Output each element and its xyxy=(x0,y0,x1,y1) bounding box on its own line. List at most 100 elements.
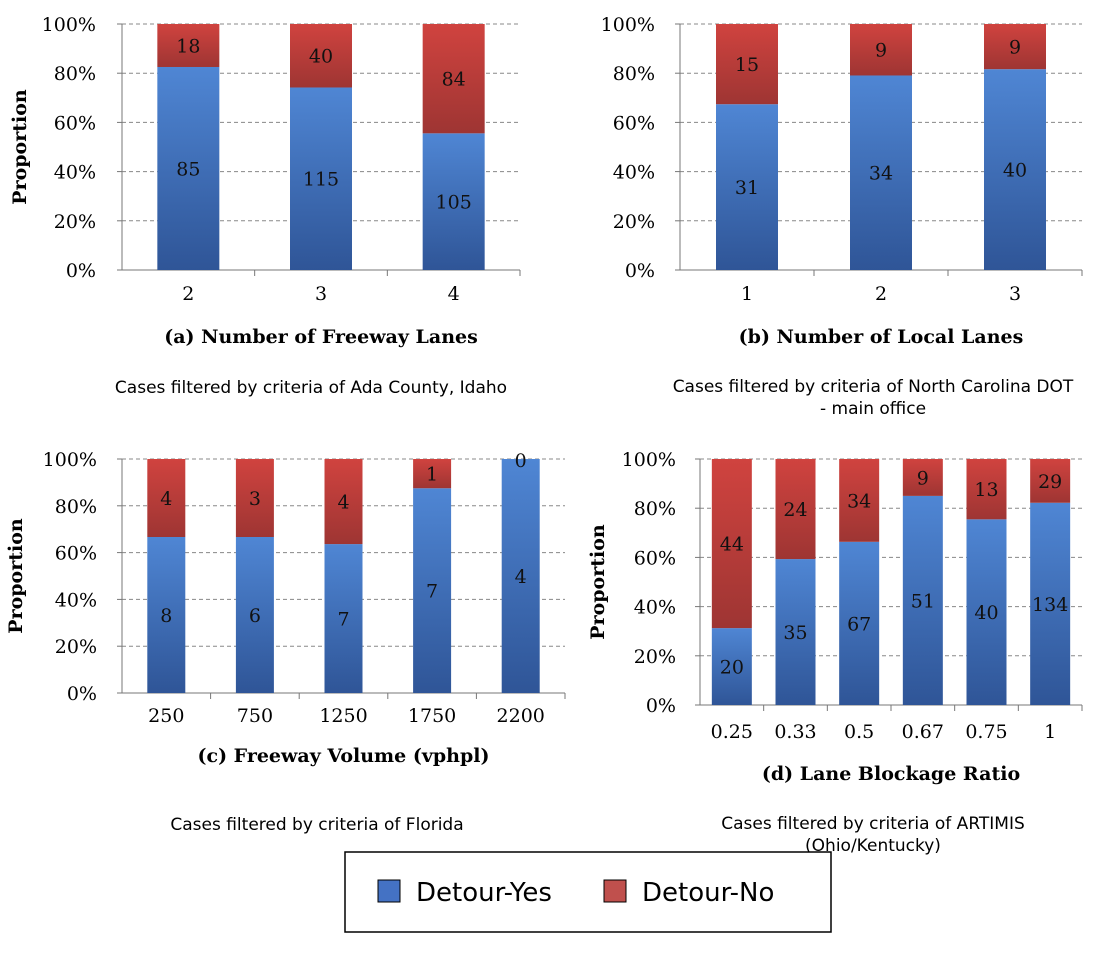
data-label-detour-no: 13 xyxy=(974,479,998,501)
data-label-detour-no: 84 xyxy=(442,69,466,91)
data-label-detour-yes: 115 xyxy=(303,169,339,191)
y-tick-label: 60% xyxy=(55,543,97,565)
y-tick-label: 60% xyxy=(54,112,96,134)
legend: Detour-Yes Detour-No xyxy=(344,851,832,933)
y-tick-label: 40% xyxy=(54,162,96,184)
x-tick-label: 4 xyxy=(448,283,460,305)
data-label-detour-yes: 51 xyxy=(911,590,935,612)
y-tick-label: 80% xyxy=(55,496,97,518)
data-label-detour-no: 34 xyxy=(847,490,871,512)
y-tick-label: 100% xyxy=(622,449,676,471)
bar-detour-yes xyxy=(839,541,880,705)
bar-detour-no xyxy=(716,24,778,105)
y-axis-title: Proportion xyxy=(587,524,609,640)
bar-detour-no xyxy=(157,24,220,67)
x-tick-label: 2 xyxy=(182,283,194,305)
y-tick-label: 0% xyxy=(625,260,655,282)
data-label-detour-yes: 8 xyxy=(160,605,172,627)
chart-panel-d: 0% 20% 40% 60% 80% 100% 20 44 0.25 35 24 0.33 67 34 0.… xyxy=(587,449,1083,856)
y-tick-label: 80% xyxy=(634,498,676,520)
y-tick-label: 60% xyxy=(634,547,676,569)
x-tick-label: 1 xyxy=(1044,721,1056,743)
chart-caption: Cases filtered by criteria of ARTIMIS (Oh… xyxy=(721,814,1025,856)
bar-detour-no xyxy=(422,24,485,134)
bar-detour-yes xyxy=(235,537,274,693)
data-label-detour-no: 9 xyxy=(1009,37,1021,59)
y-axis-title: Proportion xyxy=(9,89,31,205)
chart-caption: Cases filtered by criteria of Florida xyxy=(170,815,463,835)
data-label-detour-no: 1 xyxy=(426,464,438,486)
y-tick-label: 0% xyxy=(66,260,96,282)
legend-label-detour-no: Detour-No xyxy=(642,878,774,908)
bar-detour-yes xyxy=(290,87,352,270)
y-tick-label: 20% xyxy=(613,211,655,233)
y-tick-label: 100% xyxy=(43,449,97,471)
data-label-detour-no: 29 xyxy=(1038,471,1062,493)
data-label-detour-yes: 40 xyxy=(1003,160,1027,182)
chart-panel-a: 0% 20% 40% 60% 80% 100% 85 18 2 115 40 3 105 84 4 Propo… xyxy=(9,14,521,398)
x-tick-label: 1750 xyxy=(408,705,456,727)
bar-detour-yes xyxy=(716,104,778,270)
bar-detour-yes xyxy=(711,628,752,705)
x-tick-label: 0.67 xyxy=(902,721,944,743)
data-label-detour-yes: 34 xyxy=(869,163,893,185)
chart-caption: Cases filtered by criteria of North Caro… xyxy=(673,377,1074,419)
data-label-detour-yes: 7 xyxy=(426,581,438,603)
bar-detour-yes xyxy=(902,495,943,705)
bar-detour-no xyxy=(839,459,880,542)
chart-panel-b: 0% 20% 40% 60% 80% 100% 31 15 1 34 9 2 40 9 3 (b) Numbe… xyxy=(601,14,1083,419)
data-label-detour-yes: 4 xyxy=(515,566,527,588)
bar-detour-yes xyxy=(147,537,186,693)
bar-detour-yes xyxy=(501,459,540,693)
bar-detour-yes xyxy=(413,488,452,693)
bar-detour-no xyxy=(324,459,363,545)
legend-label-detour-yes: Detour-Yes xyxy=(416,878,552,908)
bar-detour-no xyxy=(147,459,186,537)
x-axis-title: (b) Number of Local Lanes xyxy=(739,326,1024,348)
y-tick-label: 0% xyxy=(67,683,97,705)
x-tick-label: 0.25 xyxy=(711,721,753,743)
x-tick-label: 1 xyxy=(741,283,753,305)
x-tick-label: 2 xyxy=(875,283,887,305)
x-tick-label: 3 xyxy=(315,283,327,305)
bar-detour-no xyxy=(902,459,943,496)
data-label-detour-no: 4 xyxy=(337,492,349,514)
data-label-detour-no: 0 xyxy=(515,450,527,472)
data-label-detour-no: 15 xyxy=(735,54,759,76)
legend-swatch-detour-yes xyxy=(377,879,401,903)
bar-detour-yes xyxy=(157,66,220,270)
data-label-detour-no: 24 xyxy=(783,499,807,521)
y-axis-title: Proportion xyxy=(5,518,27,634)
data-label-detour-yes: 85 xyxy=(176,158,200,180)
data-label-detour-no: 18 xyxy=(176,35,200,57)
y-tick-label: 80% xyxy=(54,63,96,85)
bar-detour-yes xyxy=(422,133,485,270)
bar-detour-yes xyxy=(966,519,1007,705)
x-tick-label: 750 xyxy=(237,705,273,727)
y-tick-label: 0% xyxy=(646,695,676,717)
x-tick-label: 0.33 xyxy=(774,721,816,743)
y-tick-label: 20% xyxy=(634,646,676,668)
x-tick-label: 2200 xyxy=(497,705,545,727)
bar-detour-no xyxy=(850,24,912,76)
data-label-detour-no: 4 xyxy=(160,488,172,510)
x-axis-title: (c) Freeway Volume (vphpl) xyxy=(198,745,490,767)
y-tick-label: 40% xyxy=(634,597,676,619)
bar-detour-no xyxy=(1030,459,1071,503)
bar-detour-no xyxy=(775,459,816,560)
data-label-detour-yes: 31 xyxy=(735,177,759,199)
bar-detour-no xyxy=(235,459,274,537)
x-tick-label: 1250 xyxy=(319,705,367,727)
data-label-detour-yes: 67 xyxy=(847,613,871,635)
data-label-detour-yes: 40 xyxy=(974,602,998,624)
data-label-detour-no: 9 xyxy=(917,467,929,489)
data-label-detour-no: 3 xyxy=(249,488,261,510)
y-tick-label: 100% xyxy=(601,14,655,36)
x-tick-label: 0.5 xyxy=(844,721,874,743)
y-tick-label: 60% xyxy=(613,112,655,134)
x-axis-title: (d) Lane Blockage Ratio xyxy=(762,763,1020,785)
data-label-detour-yes: 105 xyxy=(436,192,472,214)
bar-detour-yes xyxy=(850,75,912,270)
y-tick-label: 100% xyxy=(42,14,96,36)
